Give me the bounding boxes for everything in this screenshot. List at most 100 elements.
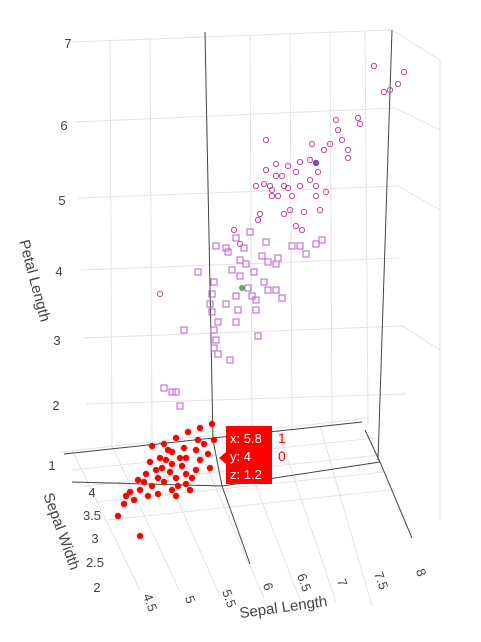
data-point[interactable] bbox=[312, 192, 320, 200]
data-point[interactable] bbox=[306, 176, 314, 184]
data-point[interactable] bbox=[232, 234, 240, 242]
data-point[interactable] bbox=[212, 242, 220, 250]
data-point[interactable] bbox=[272, 260, 280, 268]
data-point[interactable] bbox=[239, 285, 245, 291]
data-point[interactable] bbox=[272, 160, 280, 168]
data-point[interactable] bbox=[148, 482, 156, 490]
data-point[interactable] bbox=[400, 68, 408, 76]
data-point[interactable] bbox=[134, 476, 142, 484]
data-point[interactable] bbox=[172, 474, 180, 482]
data-point[interactable] bbox=[284, 184, 292, 192]
data-point[interactable] bbox=[316, 206, 324, 214]
data-point[interactable] bbox=[158, 464, 166, 472]
data-point[interactable] bbox=[206, 300, 214, 308]
data-point[interactable] bbox=[228, 266, 236, 274]
data-point[interactable] bbox=[244, 284, 252, 292]
data-point[interactable] bbox=[210, 326, 218, 334]
data-point[interactable] bbox=[114, 512, 122, 520]
data-point[interactable] bbox=[156, 290, 164, 298]
data-point[interactable] bbox=[182, 454, 190, 462]
data-point[interactable] bbox=[186, 486, 194, 494]
data-point[interactable] bbox=[194, 268, 202, 276]
data-point[interactable] bbox=[188, 474, 196, 482]
data-point[interactable] bbox=[288, 192, 296, 200]
data-point[interactable] bbox=[160, 478, 168, 486]
data-point[interactable] bbox=[178, 462, 186, 470]
data-point[interactable] bbox=[166, 468, 174, 476]
data-point[interactable] bbox=[380, 88, 388, 96]
data-point[interactable] bbox=[172, 492, 180, 500]
data-point[interactable] bbox=[236, 256, 244, 264]
data-point[interactable] bbox=[210, 436, 218, 444]
data-point[interactable] bbox=[194, 436, 202, 444]
data-point[interactable] bbox=[156, 454, 164, 462]
data-point[interactable] bbox=[344, 146, 352, 154]
data-point[interactable] bbox=[222, 244, 230, 252]
data-point[interactable] bbox=[160, 440, 168, 448]
data-point[interactable] bbox=[394, 80, 402, 88]
data-point[interactable] bbox=[174, 482, 182, 490]
data-point[interactable] bbox=[154, 474, 162, 482]
data-point[interactable] bbox=[232, 292, 240, 300]
data-point[interactable] bbox=[254, 332, 262, 340]
data-point[interactable] bbox=[252, 182, 260, 190]
data-point[interactable] bbox=[130, 496, 138, 504]
data-point[interactable] bbox=[120, 500, 128, 508]
data-point[interactable] bbox=[182, 480, 190, 488]
data-point[interactable] bbox=[262, 166, 270, 174]
data-point[interactable] bbox=[344, 154, 352, 162]
data-point[interactable] bbox=[370, 62, 378, 70]
data-point[interactable] bbox=[338, 136, 346, 144]
data-point[interactable] bbox=[210, 278, 218, 286]
data-point[interactable] bbox=[298, 226, 306, 234]
data-point[interactable] bbox=[274, 192, 282, 200]
data-point[interactable] bbox=[272, 172, 280, 180]
data-point[interactable] bbox=[142, 470, 150, 478]
data-point[interactable] bbox=[136, 532, 144, 540]
data-point[interactable] bbox=[234, 306, 242, 314]
data-point[interactable] bbox=[240, 244, 248, 252]
data-point[interactable] bbox=[164, 446, 172, 454]
data-point[interactable] bbox=[256, 210, 264, 218]
data-point[interactable] bbox=[286, 206, 294, 214]
data-point[interactable] bbox=[354, 114, 362, 122]
data-point[interactable] bbox=[180, 444, 188, 452]
data-point[interactable] bbox=[260, 180, 268, 188]
data-point[interactable] bbox=[386, 86, 394, 94]
data-point[interactable] bbox=[126, 488, 134, 496]
data-point[interactable] bbox=[200, 440, 208, 448]
data-point[interactable] bbox=[232, 318, 240, 326]
data-point[interactable] bbox=[312, 240, 320, 248]
data-point[interactable] bbox=[332, 116, 340, 124]
data-point[interactable] bbox=[230, 226, 238, 234]
data-point[interactable] bbox=[274, 254, 282, 262]
data-point[interactable] bbox=[172, 388, 180, 396]
data-point[interactable] bbox=[206, 464, 214, 472]
data-point[interactable] bbox=[314, 168, 322, 176]
data-point[interactable] bbox=[248, 292, 256, 300]
data-point[interactable] bbox=[162, 456, 170, 464]
data-point[interactable] bbox=[308, 140, 316, 148]
data-point[interactable] bbox=[208, 420, 216, 428]
data-point[interactable] bbox=[278, 172, 286, 180]
data-point[interactable] bbox=[226, 356, 234, 364]
data-points[interactable] bbox=[114, 62, 408, 540]
data-point[interactable] bbox=[168, 460, 176, 468]
data-point[interactable] bbox=[320, 146, 328, 154]
data-point[interactable] bbox=[288, 242, 296, 250]
data-point[interactable] bbox=[262, 136, 270, 144]
data-point[interactable] bbox=[284, 162, 292, 170]
data-point[interactable] bbox=[246, 228, 254, 236]
data-point[interactable] bbox=[268, 192, 276, 200]
data-point[interactable] bbox=[306, 156, 314, 164]
data-point[interactable] bbox=[210, 344, 218, 352]
data-point[interactable] bbox=[296, 182, 304, 190]
data-point[interactable] bbox=[176, 454, 184, 462]
data-point[interactable] bbox=[222, 300, 230, 308]
data-point[interactable] bbox=[312, 159, 320, 167]
data-point[interactable] bbox=[296, 242, 304, 250]
data-point[interactable] bbox=[152, 466, 160, 474]
data-point[interactable] bbox=[356, 120, 364, 128]
data-point[interactable] bbox=[272, 286, 280, 294]
